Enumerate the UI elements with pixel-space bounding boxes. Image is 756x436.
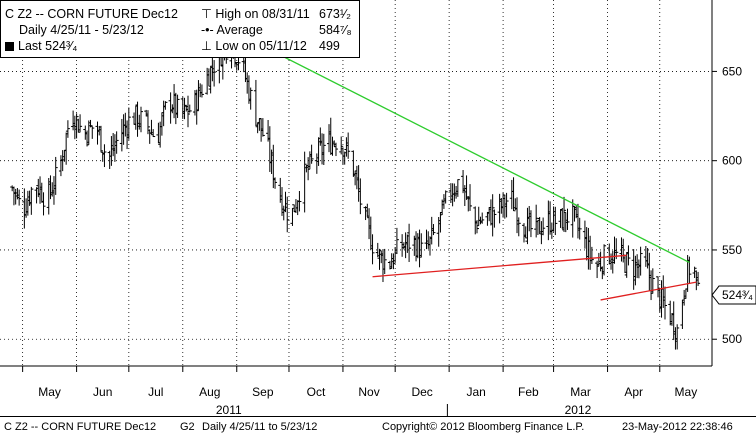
dot-line-icon: -•-: [201, 23, 214, 37]
x-month-label: Feb: [518, 385, 539, 399]
legend-last-value: 524³⁄₄: [45, 39, 78, 53]
legend-high-value: 673¹⁄₂: [319, 7, 351, 21]
x-month-label: Aug: [199, 385, 220, 399]
legend-last: Last 524³⁄₄: [5, 39, 77, 53]
footer-timestamp: 23-May-2012 22:38:46: [622, 421, 733, 433]
last-price-tag: [711, 285, 756, 305]
uptrend-trendline: [372, 254, 627, 278]
uptrend-trendline: [600, 281, 697, 301]
legend-low: ⊥ Low on 05/11/12: [201, 39, 307, 53]
x-year-label: 2011: [216, 403, 242, 417]
x-month-label: Sep: [252, 385, 274, 399]
chart-footer: C Z2 -- CORN FUTURE Dec12 G2 Daily 4/25/…: [0, 416, 756, 436]
legend-high-label: High on 08/31/11: [215, 7, 310, 21]
t-bar-down-icon: ⊥: [201, 39, 212, 53]
y-tick-label: 550: [722, 243, 742, 257]
legend-average-label: Average: [216, 23, 263, 37]
legend-average: -•- Average: [201, 23, 263, 37]
downtrend-trendline: [234, 31, 690, 264]
y-tick-label: 500: [722, 332, 742, 346]
last-price-tag-label: 524³⁄₄: [722, 288, 753, 302]
footer-copyright: Copyright© 2012 Bloomberg Finance L.P.: [382, 421, 585, 433]
footer-daily: Daily 4/25/11 to 5/23/12: [202, 421, 318, 433]
legend-high: ⊤ High on 08/31/11: [201, 7, 310, 21]
x-month-label: May: [38, 385, 61, 399]
legend-range: Daily 4/25/11 - 5/23/12: [19, 23, 144, 37]
legend-low-label: Low on 05/11/12: [215, 39, 307, 53]
y-tick-label: 600: [722, 154, 742, 168]
chart-legend: C Z2 -- CORN FUTURE Dec12 Daily 4/25/11 …: [0, 0, 360, 58]
x-month-label: Oct: [307, 385, 326, 399]
x-month-label: Mar: [570, 385, 591, 399]
x-month-label: Nov: [358, 385, 379, 399]
legend-average-value: 584⁷⁄₈: [319, 23, 352, 37]
legend-low-value: 499: [319, 39, 340, 53]
footer-security: C Z2 -- CORN FUTURE Dec12: [4, 421, 157, 433]
x-month-label: Jul: [148, 385, 163, 399]
x-month-label: Jun: [93, 385, 112, 399]
legend-last-label: Last: [18, 39, 42, 53]
x-year-label: 2012: [565, 403, 592, 417]
y-tick-label: 650: [722, 64, 742, 78]
legend-title: C Z2 -- CORN FUTURE Dec12: [5, 7, 178, 21]
footer-g: G2: [180, 421, 195, 433]
x-month-label: Dec: [411, 385, 432, 399]
x-month-label: May: [675, 385, 698, 399]
x-month-label: Apr: [624, 385, 643, 399]
x-month-label: Jan: [466, 385, 485, 399]
t-bar-up-icon: ⊤: [201, 7, 212, 21]
last-square-icon: [5, 42, 14, 51]
